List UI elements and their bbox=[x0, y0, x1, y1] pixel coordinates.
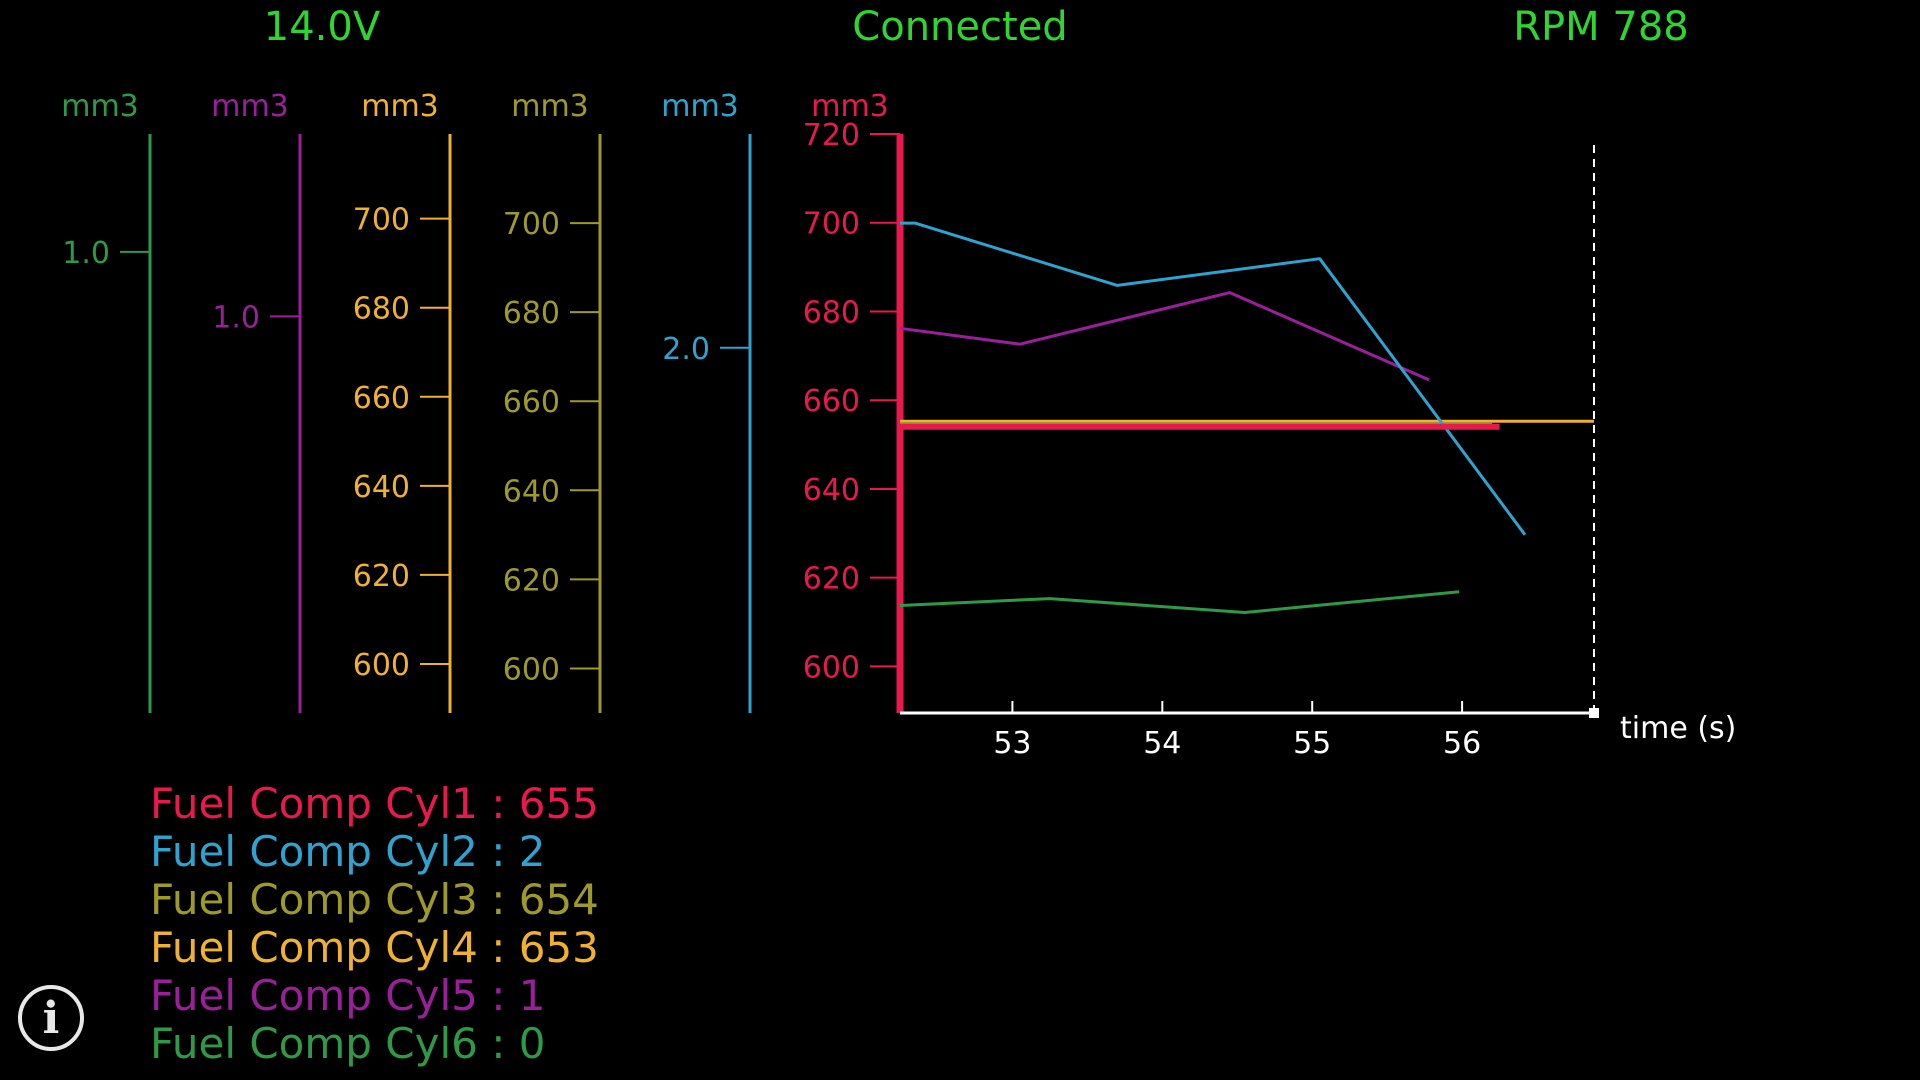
x-tick-label-53: 53 bbox=[993, 726, 1031, 761]
connection-status: Connected bbox=[852, 4, 1068, 50]
axis-tick-label-4-4: 640 bbox=[503, 474, 560, 509]
axis-tick-label-1-1: 1.0 bbox=[62, 236, 110, 271]
series-line-cyl5 bbox=[899, 291, 1430, 382]
axis-unit-label-1: mm3 bbox=[61, 89, 139, 124]
info-button[interactable]: i bbox=[18, 985, 84, 1051]
x-axis-end-marker bbox=[1589, 708, 1599, 718]
axis-tick-label-4-3: 660 bbox=[503, 385, 560, 420]
legend-cyl1: Fuel Comp Cyl1 : 655 bbox=[150, 779, 599, 828]
x-tick-label-54: 54 bbox=[1143, 726, 1181, 761]
axis-tick-label-3-6: 600 bbox=[353, 648, 410, 683]
axis-tick-label-4-6: 600 bbox=[503, 652, 560, 687]
axis-tick-label-4-2: 680 bbox=[503, 296, 560, 331]
legend-cyl4: Fuel Comp Cyl4 : 653 bbox=[150, 923, 599, 972]
axis-tick-label-6-2: 700 bbox=[803, 207, 860, 242]
legend-cyl6: Fuel Comp Cyl6 : 0 bbox=[150, 1019, 546, 1068]
legend-cyl5: Fuel Comp Cyl5 : 1 bbox=[150, 971, 546, 1020]
info-icon: i bbox=[42, 992, 60, 1044]
axis-tick-label-6-1: 720 bbox=[803, 118, 860, 153]
axis-tick-label-4-5: 620 bbox=[503, 563, 560, 598]
axis-tick-label-3-1: 700 bbox=[353, 203, 410, 238]
axis-tick-label-6-6: 620 bbox=[803, 562, 860, 597]
axis-unit-label-5: mm3 bbox=[661, 89, 739, 124]
axis-tick-label-5-1: 2.0 bbox=[662, 332, 710, 367]
axis-tick-label-2-1: 1.0 bbox=[212, 300, 260, 335]
axis-tick-label-6-4: 660 bbox=[803, 384, 860, 419]
axis-unit-label-6: mm3 bbox=[811, 89, 889, 124]
voltage-readout: 14.0V bbox=[263, 4, 381, 50]
legend: Fuel Comp Cyl1 : 655 Fuel Comp Cyl2 : 2 … bbox=[150, 780, 599, 1068]
axis-tick-label-6-5: 640 bbox=[803, 473, 860, 508]
legend-cyl3: Fuel Comp Cyl3 : 654 bbox=[150, 875, 599, 924]
axis-unit-label-4: mm3 bbox=[511, 89, 589, 124]
axis-unit-label-3: mm3 bbox=[361, 89, 439, 124]
x-axis-label: time (s) bbox=[1620, 711, 1736, 746]
axis-tick-label-3-4: 640 bbox=[353, 470, 410, 505]
axis-unit-label-2: mm3 bbox=[211, 89, 289, 124]
axis-tick-label-4-1: 700 bbox=[503, 207, 560, 242]
rpm-readout: RPM 788 bbox=[1513, 4, 1689, 50]
axis-tick-label-6-3: 680 bbox=[803, 295, 860, 330]
x-tick-label-55: 55 bbox=[1293, 726, 1331, 761]
axis-tick-label-3-2: 680 bbox=[353, 292, 410, 327]
series-line-cyl2 bbox=[900, 221, 1527, 536]
axis-tick-label-6-7: 600 bbox=[803, 650, 860, 685]
axis-tick-label-3-5: 620 bbox=[353, 559, 410, 594]
legend-cyl2: Fuel Comp Cyl2 : 2 bbox=[150, 827, 546, 876]
axis-tick-label-3-3: 660 bbox=[353, 381, 410, 416]
series-line-cyl6 bbox=[899, 590, 1460, 614]
x-tick-label-56: 56 bbox=[1443, 726, 1481, 761]
